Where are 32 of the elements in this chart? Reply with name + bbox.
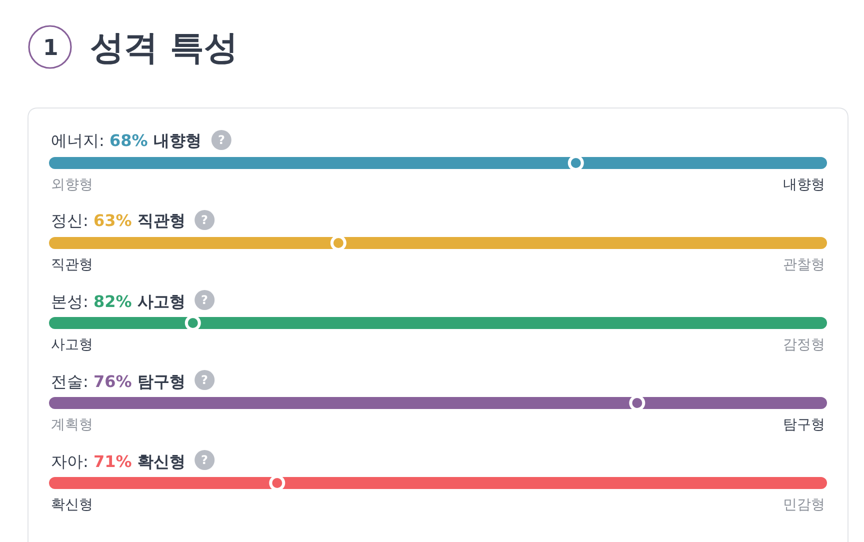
category-label: 탐구형 (783, 417, 825, 433)
text: ? (201, 293, 208, 307)
category-label: 관찰형 (783, 257, 825, 273)
text: 1 (43, 36, 58, 61)
data-label: 76% (93, 372, 132, 391)
category-label: 민감형 (783, 497, 825, 513)
category-label: 사고형 (51, 337, 93, 353)
text: 에너지: (51, 131, 104, 150)
text: ? (201, 453, 208, 467)
category-label: 외향형 (51, 177, 93, 193)
text: ? (201, 213, 208, 227)
category-label: 직관형 (137, 211, 186, 230)
category-label: 직관형 (51, 257, 93, 273)
text: ? (201, 373, 208, 387)
category-label: 확신형 (51, 497, 93, 513)
text: 성격 특성 (90, 28, 238, 68)
text: 정신: (51, 211, 88, 230)
category-label: 내향형 (153, 131, 202, 150)
category-label: 사고형 (137, 292, 186, 311)
data-label: 68% (109, 131, 148, 150)
text: 전술: (51, 372, 88, 391)
data-label: 82% (93, 292, 132, 311)
data-label: 71% (93, 452, 132, 471)
data-label: 63% (93, 211, 132, 230)
category-label: 감정형 (783, 337, 825, 353)
category-label: 탐구형 (137, 372, 186, 391)
text: 본성: (51, 292, 88, 311)
category-label: 계획형 (51, 417, 93, 433)
text: 자아: (51, 452, 88, 471)
category-label: 내향형 (783, 177, 825, 193)
category-label: 확신형 (137, 452, 186, 471)
text: ? (218, 133, 225, 147)
